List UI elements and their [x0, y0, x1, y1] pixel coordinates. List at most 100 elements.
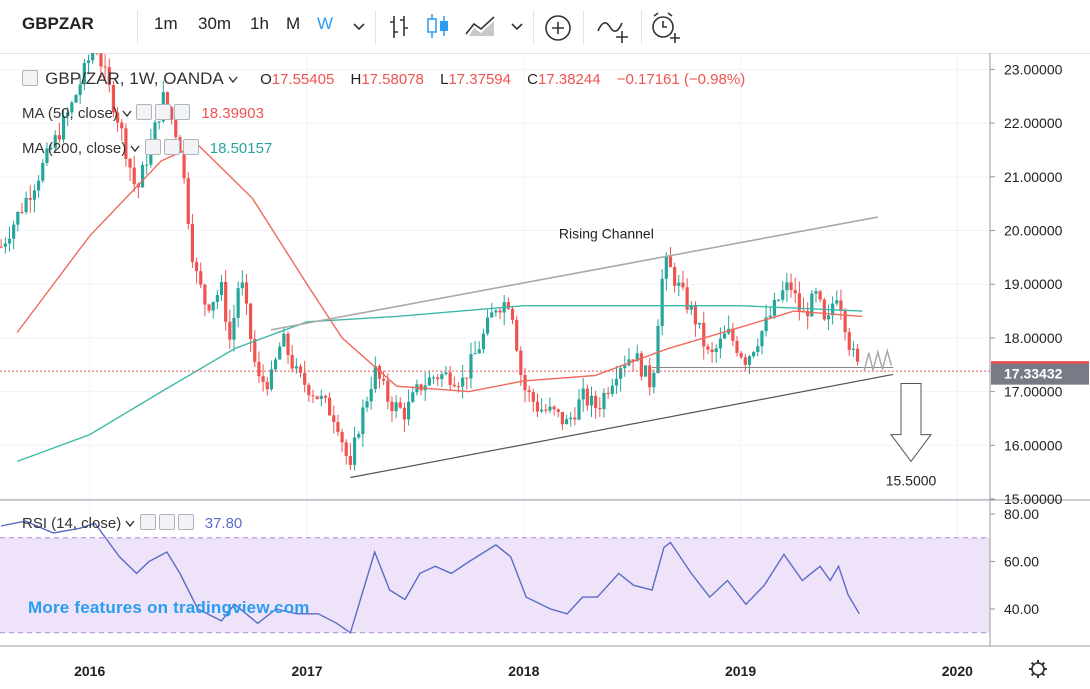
candle-body — [269, 369, 274, 390]
candle-body — [352, 437, 357, 465]
add-indicator-icon[interactable] — [543, 13, 573, 43]
interval-30m[interactable]: 30m — [198, 14, 232, 33]
candle — [423, 372, 427, 402]
grid — [0, 53, 990, 633]
eye-icon[interactable] — [136, 104, 153, 120]
candle-body — [390, 401, 394, 412]
chevron-down-icon[interactable] — [122, 110, 132, 118]
settings-icon[interactable] — [155, 104, 172, 120]
candle-body — [540, 409, 544, 412]
area-chart-icon[interactable] — [464, 14, 498, 38]
candle — [390, 396, 394, 423]
candle-body — [444, 372, 448, 375]
candle-body — [560, 411, 565, 425]
candle — [352, 426, 357, 471]
candle-body — [548, 406, 552, 411]
candle — [752, 351, 756, 359]
symbol-search[interactable]: GBPZAR — [22, 14, 94, 33]
candle-body — [731, 328, 735, 341]
candle — [190, 213, 195, 268]
candle-body — [481, 333, 486, 350]
chevron-down-icon[interactable] — [130, 145, 140, 153]
eye-icon[interactable] — [144, 139, 161, 155]
candle-body — [635, 353, 639, 362]
interval-week[interactable]: W — [317, 14, 334, 33]
ma50-value: 18.39903 — [201, 105, 264, 122]
candle-body — [107, 67, 111, 86]
channel-lower-line — [350, 373, 894, 479]
candle-body — [406, 401, 411, 420]
candle — [32, 184, 37, 213]
settings-icon[interactable] — [163, 139, 180, 155]
candle — [286, 331, 290, 364]
chevron-down-icon[interactable] — [352, 22, 366, 32]
channel-label: Rising Channel — [559, 226, 654, 242]
candle-body — [24, 198, 28, 213]
candle — [328, 392, 332, 416]
candle-body — [573, 417, 577, 420]
candle — [623, 355, 627, 377]
candle — [619, 364, 623, 392]
candle — [0, 239, 3, 249]
close-icon[interactable] — [177, 514, 194, 530]
eye-icon[interactable] — [139, 514, 156, 530]
candle-body — [32, 190, 37, 200]
alert-icon[interactable] — [649, 11, 683, 43]
time-tick-label: 2018 — [508, 663, 539, 679]
candle — [477, 341, 481, 355]
candle-body — [244, 282, 249, 304]
close-icon[interactable] — [182, 139, 199, 155]
chevron-down-icon[interactable] — [125, 520, 135, 528]
candle — [28, 185, 32, 213]
price-tick-label: 15.00000 — [1004, 491, 1063, 507]
chevron-down-icon[interactable] — [228, 76, 238, 84]
candle — [406, 389, 411, 426]
rsi-tick-label: 40.00 — [1004, 601, 1039, 617]
candle-body — [806, 310, 810, 317]
interval-1m[interactable]: 1m — [154, 14, 178, 33]
watermark[interactable]: More features on tradingview.com — [28, 598, 310, 617]
candle-body — [203, 284, 207, 305]
candle-body — [531, 392, 535, 402]
candle — [706, 343, 710, 355]
collapse-icon[interactable] — [22, 70, 38, 86]
candle-body — [382, 378, 386, 381]
price-tick-label: 23.00000 — [1004, 61, 1063, 77]
candle-body — [693, 305, 698, 325]
candle-body — [199, 271, 203, 285]
candle — [544, 404, 548, 414]
interval-1h[interactable]: 1h — [250, 14, 269, 33]
compare-icon[interactable] — [596, 13, 632, 43]
candle — [57, 122, 61, 143]
candle-body — [323, 395, 328, 398]
rsi-tick-label: 60.00 — [1004, 554, 1039, 570]
candle-body — [74, 95, 78, 103]
candle-body — [826, 315, 831, 320]
candle-body — [82, 63, 86, 85]
close-icon[interactable] — [174, 104, 191, 120]
candle-body — [581, 388, 585, 400]
candle-body — [847, 332, 851, 351]
candle-body — [614, 378, 619, 386]
candle — [7, 226, 12, 252]
gear-tooth — [1041, 672, 1046, 677]
candle — [369, 376, 373, 410]
candle-body — [431, 377, 436, 379]
candle — [552, 405, 556, 416]
candle-body — [240, 282, 244, 289]
chevron-down-icon[interactable] — [510, 22, 524, 32]
candle — [718, 327, 722, 359]
candle-body — [677, 282, 681, 286]
moving-averages — [1, 143, 863, 634]
candle — [573, 407, 577, 426]
settings-icon[interactable] — [158, 514, 175, 530]
candle — [606, 386, 610, 400]
candles-icon[interactable] — [425, 12, 451, 40]
chart-area[interactable]: Rising Channel 15.5000 15.00000 16.00000 17… — [0, 53, 1090, 689]
bar-chart-icon[interactable] — [387, 14, 411, 40]
candle — [91, 53, 95, 64]
interval-month[interactable]: M — [286, 14, 301, 33]
candle-body — [594, 395, 598, 409]
candle-body — [714, 348, 718, 352]
candle — [249, 302, 253, 353]
